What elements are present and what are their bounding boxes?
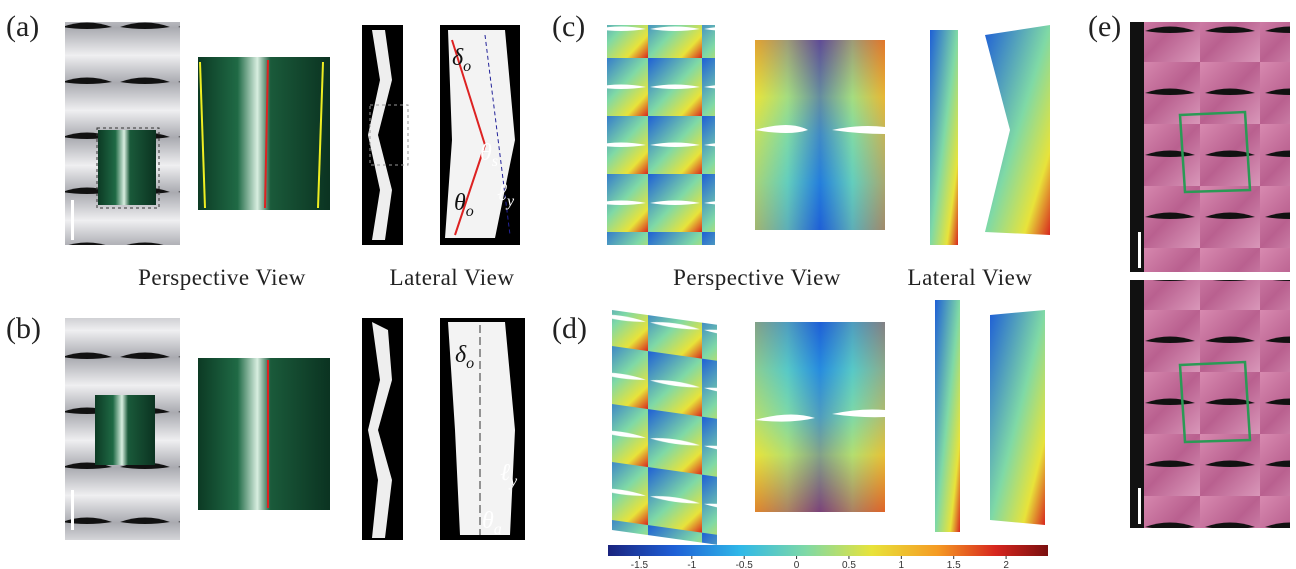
view-label: Lateral View — [908, 265, 1033, 290]
simulation — [612, 310, 717, 545]
scale-bar — [1138, 232, 1141, 268]
zoom-photo — [198, 57, 330, 210]
symbol-base: θ — [480, 140, 492, 166]
colorbar-tick-label: -1.5 — [631, 560, 649, 569]
zoom-photo — [198, 358, 330, 510]
colorbar-tick-label: 0 — [794, 560, 800, 569]
zoom-simulation — [990, 310, 1045, 525]
symbol-sub: o — [466, 355, 474, 372]
overlay — [755, 40, 885, 230]
edge — [1130, 280, 1144, 528]
symbol-sub: o — [466, 203, 474, 220]
colorbar-tick-label: 2 — [1003, 560, 1009, 569]
colorbar-tick-label: 1.5 — [947, 560, 961, 569]
symbol-base: θ — [482, 508, 494, 534]
view-label: Perspective View — [673, 265, 841, 290]
symbol-sub: a — [494, 521, 502, 538]
highlight — [98, 130, 156, 205]
view-label: Perspective View — [138, 265, 306, 290]
photo — [1130, 22, 1290, 272]
photo — [1130, 280, 1290, 528]
scale-bar — [71, 200, 74, 240]
colorbar-tick-label: -1 — [687, 560, 696, 569]
simulation — [930, 30, 958, 245]
scale-bar — [1138, 488, 1141, 524]
scale-bar — [71, 490, 74, 530]
simulation — [607, 25, 715, 245]
panel-label: (b) — [6, 312, 41, 345]
symbol-base: ℓ — [500, 460, 510, 486]
edge — [1130, 22, 1144, 272]
panel-label: (c) — [552, 10, 585, 43]
symbol-sub: y — [505, 193, 515, 210]
view-label: Lateral View — [390, 265, 515, 290]
panel-label: (a) — [6, 10, 39, 43]
symbol-sub: y — [508, 473, 518, 490]
figure: (a) (b) (c) (d) (e) Perspective View Lat… — [0, 0, 1296, 569]
highlight — [95, 395, 155, 465]
symbol-sub: s — [492, 153, 498, 170]
symbol-base: θ — [454, 190, 466, 216]
colorbar — [608, 545, 1048, 556]
symbol-base: ℓ — [497, 180, 507, 206]
symbol-sub: o — [463, 58, 471, 75]
panel-label: (e) — [1088, 10, 1121, 43]
zoom-simulation — [985, 25, 1050, 235]
colorbar-tick-label: -0.5 — [736, 560, 754, 569]
colorbar-tick-label: 0.5 — [842, 560, 856, 569]
colorbar-tick-label: 1 — [899, 560, 905, 569]
simulation — [935, 300, 960, 532]
panel-label: (d) — [552, 312, 587, 345]
